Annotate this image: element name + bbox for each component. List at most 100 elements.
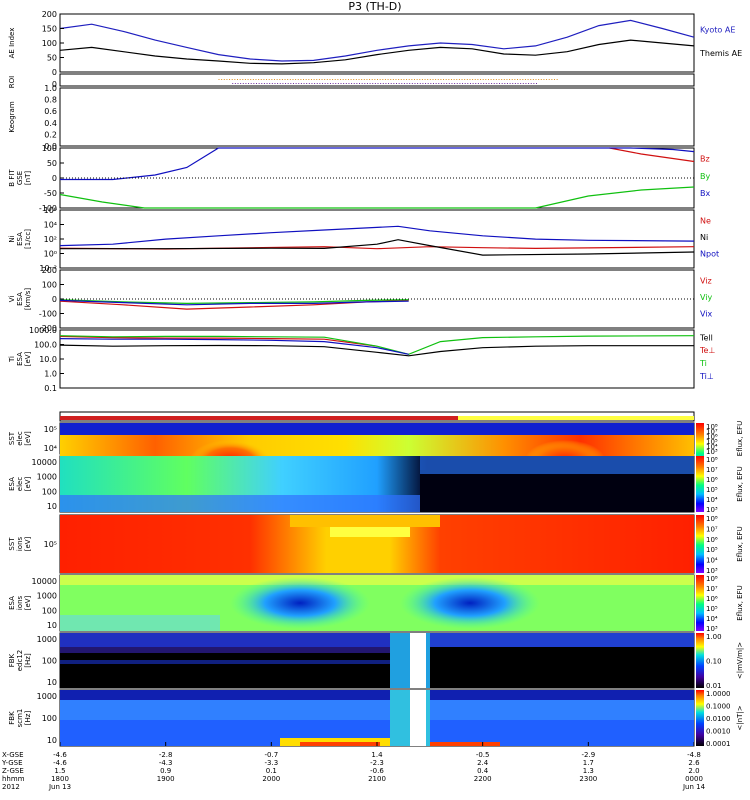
- roi-dot: [253, 83, 255, 84]
- sst-ions-cbar-tick: 10⁴: [706, 557, 718, 565]
- roi-dot: [250, 79, 252, 80]
- keogram-ytick: 0.2: [44, 130, 57, 139]
- esa-elec-cbar-tick: 10⁷: [706, 466, 718, 474]
- roi-dot: [324, 79, 326, 80]
- roi-dot: [377, 79, 378, 80]
- roi-dot: [540, 79, 542, 80]
- roi-dot: [314, 83, 316, 84]
- roi-dot: [522, 83, 524, 84]
- ti-ylabel: ESA: [16, 352, 24, 366]
- roi-dot: [300, 83, 302, 84]
- bfit-legend-entry: Bz: [700, 155, 710, 164]
- roi-dot: [411, 83, 413, 84]
- roi-dot: [276, 79, 278, 80]
- roi-dot: [380, 83, 382, 84]
- roi-dot: [366, 79, 368, 80]
- roi-dot: [512, 83, 514, 84]
- fbk-scm1-ytick: 100: [42, 714, 57, 723]
- footer-y: -4.3: [159, 759, 173, 767]
- esa-ions-cbar-tick: 10⁶: [706, 595, 718, 603]
- roi-dot: [475, 83, 477, 84]
- footer-x: -0.7: [264, 751, 278, 759]
- roi-dot: [374, 83, 376, 84]
- roi-dot: [432, 79, 434, 80]
- sst-elec-cbar-tick: 10⁵: [706, 438, 718, 446]
- roi-dot: [255, 83, 257, 84]
- footer-y: -4.6: [53, 759, 67, 767]
- roi-dot: [525, 83, 527, 84]
- roi-dot: [487, 79, 489, 80]
- roi-dot: [260, 79, 262, 80]
- sst-elec-cbar-tick: 10⁷: [706, 428, 718, 436]
- frame-roi: [59, 73, 695, 87]
- roi-dot: [355, 79, 357, 80]
- roi-dot: [306, 83, 308, 84]
- roi-dot: [453, 79, 455, 80]
- bfit-series-2: [60, 147, 695, 181]
- roi-dot: [459, 83, 461, 84]
- ae-ytick: 0: [52, 68, 57, 77]
- footer-z: 1.3: [583, 767, 594, 775]
- sst-ions-cbar-tick: 10⁸: [706, 515, 718, 523]
- roi-dot: [417, 83, 419, 84]
- esa-ions-spectrogram: [60, 575, 694, 631]
- roi-dot: [535, 79, 537, 80]
- fbk-edc12-cbar-label: <|mV/m|>: [736, 642, 744, 679]
- roi-dot: [290, 83, 292, 84]
- roi-dot: [530, 79, 532, 80]
- roi-dot: [358, 79, 360, 80]
- roi-dot: [493, 83, 495, 84]
- sst-ions-ylabel: ions: [16, 536, 24, 551]
- roi-dot: [538, 79, 540, 80]
- roi-dot: [506, 83, 508, 84]
- sst-elec-ytick: 10⁵: [44, 425, 57, 434]
- fbk-edc12-ytick: 1000: [37, 635, 57, 644]
- sst-ions-ylabel: [eV]: [24, 536, 32, 551]
- roi-dot: [392, 79, 394, 80]
- roi-dot: [232, 83, 234, 84]
- roi-dot: [440, 83, 442, 84]
- roi-dot: [390, 83, 392, 84]
- roi-dot: [342, 79, 344, 80]
- roi-dot: [289, 79, 291, 80]
- roi-dot: [263, 79, 265, 80]
- roi-dot: [488, 83, 490, 84]
- roi-dot: [369, 79, 371, 80]
- fbk-scm1-cbar-tick: 0.0001: [706, 740, 731, 748]
- roi-dot: [503, 79, 505, 80]
- roi-dot: [480, 83, 482, 84]
- roi-dot: [372, 83, 374, 84]
- roi-dot: [427, 79, 429, 80]
- roi-dot: [419, 79, 421, 80]
- roi-dot: [221, 79, 223, 80]
- ti-legend-entry: Tell: [699, 333, 713, 342]
- roi-dot: [524, 79, 526, 80]
- roi-dot: [528, 83, 530, 84]
- roi-dot: [527, 79, 529, 80]
- roi-dot: [413, 79, 415, 80]
- ti-series-0: [59, 344, 694, 357]
- roi-dot: [398, 79, 400, 80]
- roi-dot: [303, 79, 305, 80]
- esa-elec-ytick: 100: [42, 487, 57, 496]
- bfit-series-0: [609, 147, 695, 163]
- roi-dot: [361, 79, 363, 80]
- vi-ytick: -200: [39, 324, 57, 333]
- roi-dot: [266, 83, 268, 84]
- roi-dot: [411, 79, 413, 80]
- roi-dot: [509, 79, 511, 80]
- roi-dot: [361, 83, 363, 84]
- roi-dot: [274, 83, 276, 84]
- ni-ylabel: [1/cc]: [24, 229, 32, 249]
- roi-dot: [495, 79, 497, 80]
- roi-dot: [240, 83, 242, 84]
- roi-dot: [329, 79, 331, 80]
- footer-hhmm: 0000: [685, 775, 703, 783]
- roi-dot: [477, 79, 479, 80]
- roi-dot: [356, 83, 358, 84]
- roi-dot: [543, 79, 545, 80]
- roi-dot: [532, 79, 534, 80]
- footer-z: 1.5: [54, 767, 65, 775]
- ni-series-2: [59, 225, 695, 247]
